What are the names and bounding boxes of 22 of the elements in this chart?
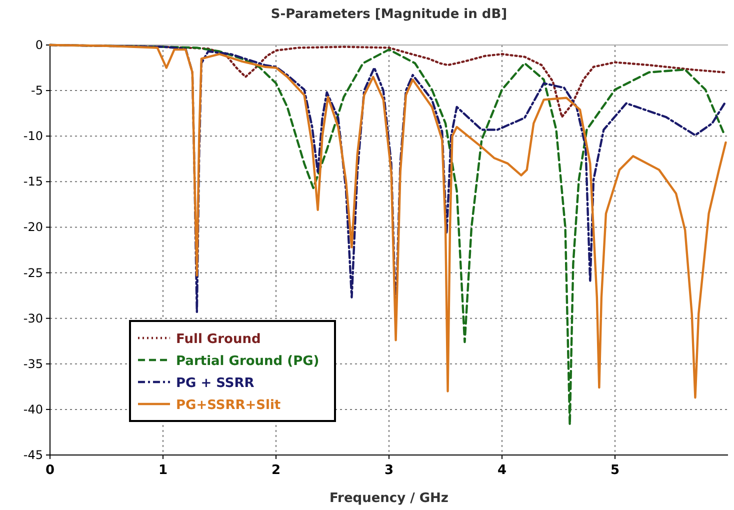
x-tick-label: 2	[271, 463, 281, 478]
y-tick-label: -25	[23, 266, 43, 280]
x-tick-label: 5	[610, 463, 620, 478]
legend-label: Full Ground	[176, 332, 261, 347]
y-tick-label: -40	[23, 402, 43, 416]
legend-label: Partial Ground (PG)	[176, 354, 320, 369]
x-tick-label: 1	[158, 463, 168, 478]
x-tick-label: 0	[45, 463, 55, 478]
y-tick-label: -35	[23, 356, 43, 371]
x-tick-label: 3	[384, 463, 394, 478]
y-tick-label: 0	[35, 38, 43, 52]
y-tick-label: -15	[23, 174, 43, 189]
legend-label: PG + SSRR	[176, 376, 254, 391]
y-tick-label: -30	[23, 311, 43, 326]
x-tick-label: 4	[497, 463, 507, 478]
y-tick-label: -5	[31, 84, 43, 98]
legend-label: PG+SSRR+Slit	[176, 398, 281, 413]
y-tick-label: -20	[23, 220, 43, 234]
chart-title: S-Parameters [Magnitude in dB]	[270, 7, 508, 22]
y-tick-label: -45	[23, 448, 43, 462]
x-axis-title: Frequency / GHz	[329, 491, 449, 506]
y-tick-label: -10	[23, 129, 43, 144]
